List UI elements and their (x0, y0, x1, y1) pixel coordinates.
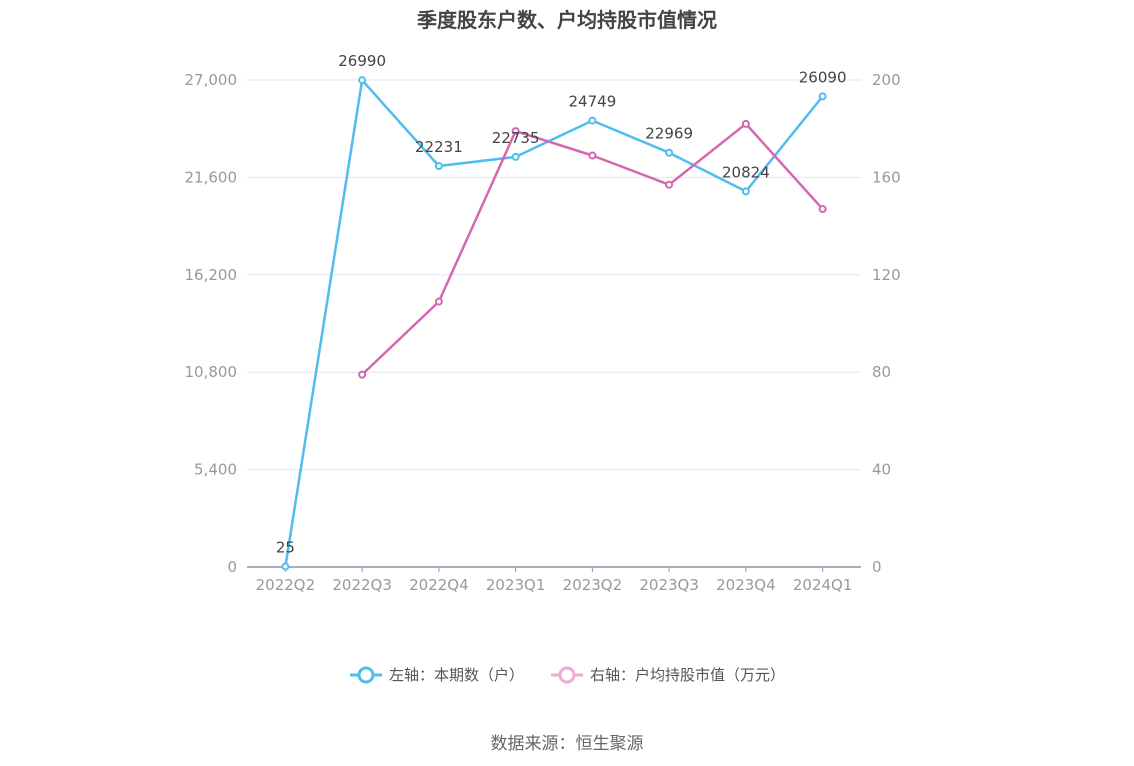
right-tick-label: 160 (872, 168, 901, 186)
data-label: 26090 (799, 68, 847, 86)
chart-title: 季度股东户数、户均持股市值情况 (417, 8, 717, 32)
source-note: 数据来源：恒生聚源 (490, 734, 644, 754)
data-point (588, 116, 597, 125)
x-tick-label: 2022Q4 (409, 576, 469, 594)
legend-item-left[interactable]: 左轴：本期数（户） (349, 664, 524, 685)
data-label: 22969 (645, 125, 693, 143)
right-tick-label: 80 (872, 363, 891, 381)
data-label: 22735 (492, 129, 540, 147)
series-lines (281, 76, 827, 571)
legend: 左轴：本期数（户） 右轴：户均持股市值（万元） (0, 664, 1134, 685)
data-label: 22231 (415, 138, 463, 156)
data-labels: 25 26990 22231 22735 24749 22969 20824 26090 (276, 52, 847, 556)
x-tick-label: 2023Q4 (716, 576, 776, 594)
data-point (741, 119, 750, 128)
data-point (818, 92, 827, 101)
data-point (818, 205, 827, 214)
data-label: 24749 (569, 93, 617, 111)
data-point (741, 187, 750, 196)
right-tick-label: 200 (872, 71, 901, 89)
left-axis-ticks: 0 5,400 10,800 16,200 21,600 27,000 (185, 71, 238, 576)
right-tick-label: 0 (872, 558, 882, 576)
legend-right-swatch-icon (551, 666, 583, 683)
legend-left-label: 左轴：本期数（户） (388, 666, 524, 684)
data-point (358, 76, 367, 85)
right-tick-label: 120 (872, 266, 901, 284)
x-tick-label: 2023Q2 (563, 576, 623, 594)
left-tick-label: 0 (227, 558, 237, 576)
x-tick-label: 2023Q3 (639, 576, 699, 594)
data-point (665, 180, 674, 189)
left-tick-label: 10,800 (185, 363, 238, 381)
left-tick-label: 27,000 (185, 71, 238, 89)
legend-item-right[interactable]: 右轴：户均持股市值（万元） (550, 664, 785, 685)
series-line-avg-holding-value (361, 122, 824, 376)
data-label: 26990 (338, 52, 386, 70)
data-label: 20824 (722, 163, 770, 181)
data-point (511, 127, 520, 136)
x-tick-label: 2022Q2 (256, 576, 316, 594)
grid-lines (247, 79, 861, 471)
x-tick-label: 2022Q3 (332, 576, 392, 594)
data-point (434, 297, 443, 306)
data-point (665, 148, 674, 157)
data-point (434, 162, 443, 171)
legend-right-label: 右轴：户均持股市值（万元） (590, 666, 786, 684)
right-axis-ticks: 0 40 80 120 160 200 (872, 71, 901, 576)
left-tick-label: 21,600 (185, 168, 238, 186)
right-tick-label: 40 (872, 461, 891, 479)
left-tick-label: 5,400 (194, 461, 237, 479)
x-tick-label: 2023Q1 (486, 576, 546, 594)
series-line-shareholders (284, 78, 824, 567)
legend-left-swatch-icon (349, 666, 382, 683)
x-tick-label: 2024Q1 (793, 576, 853, 594)
x-axis: 2022Q2 2022Q3 2022Q4 2023Q1 2023Q2 2023Q3 2023… (247, 566, 861, 594)
data-point (588, 151, 597, 160)
data-label: 25 (276, 539, 295, 557)
data-point (511, 152, 520, 161)
data-point (358, 370, 367, 379)
data-point (281, 562, 290, 571)
left-tick-label: 16,200 (185, 266, 238, 284)
